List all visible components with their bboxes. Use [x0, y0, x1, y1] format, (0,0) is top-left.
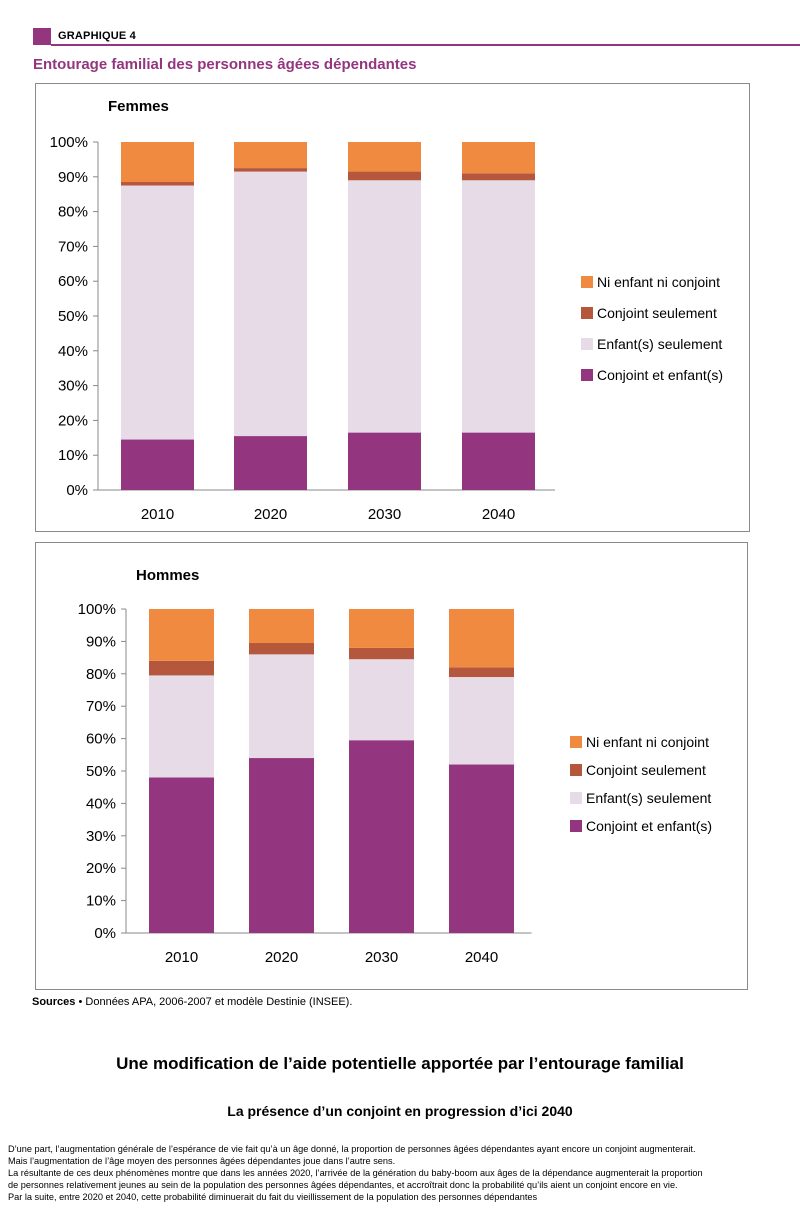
- bar-segment: [149, 660, 214, 676]
- x-tick-label: 2040: [482, 506, 515, 523]
- y-tick-label: 40%: [58, 343, 88, 360]
- y-tick-label: 90%: [58, 169, 88, 186]
- y-tick-label: 50%: [58, 308, 88, 325]
- bar-segment: [234, 142, 307, 169]
- legend-swatch: [581, 369, 593, 381]
- bar-segment: [234, 168, 307, 172]
- legend-swatch: [581, 338, 593, 350]
- legend-label: Enfant(s) seulement: [597, 336, 722, 352]
- bar-segment: [249, 758, 314, 933]
- y-tick-label: 50%: [86, 763, 116, 780]
- header-rule: [51, 44, 800, 46]
- figure-label: GRAPHIQUE 4: [58, 30, 136, 42]
- figure-title: Entourage familial des personnes âgées d…: [33, 56, 417, 73]
- y-tick-label: 90%: [86, 633, 116, 650]
- y-tick-label: 30%: [58, 378, 88, 395]
- note-line: La résultante de ces deux phénomènes mon…: [8, 1168, 703, 1178]
- y-tick-label: 30%: [86, 828, 116, 845]
- y-tick-label: 80%: [58, 204, 88, 221]
- bar-segment: [149, 609, 214, 661]
- y-tick-label: 80%: [86, 666, 116, 683]
- bar-segment: [349, 647, 414, 660]
- bar-segment: [462, 142, 535, 174]
- sources-text: • Données APA, 2006-2007 et modèle Desti…: [78, 996, 353, 1008]
- bar-segment: [121, 142, 194, 183]
- bar-segment: [462, 180, 535, 433]
- legend-label: Conjoint et enfant(s): [586, 818, 712, 834]
- x-tick-label: 2010: [165, 949, 198, 966]
- y-tick-label: 100%: [50, 134, 88, 151]
- bar-segment: [449, 764, 514, 933]
- y-tick-label: 20%: [58, 412, 88, 429]
- x-tick-label: 2020: [254, 506, 287, 523]
- x-tick-label: 2020: [265, 949, 298, 966]
- legend-swatch: [581, 276, 593, 288]
- y-tick-label: 70%: [86, 698, 116, 715]
- note-line: D’une part, l’augmentation générale de l…: [8, 1144, 696, 1154]
- header-accent-block: [33, 28, 51, 45]
- x-tick-label: 2030: [368, 506, 401, 523]
- legend-label: Ni enfant ni conjoint: [586, 734, 709, 750]
- legend-label: Conjoint seulement: [586, 762, 706, 778]
- y-tick-label: 0%: [66, 482, 88, 499]
- bar-segment: [348, 432, 421, 490]
- chart-title: Femmes: [108, 98, 169, 115]
- bar-segment: [449, 667, 514, 678]
- legend-label: Enfant(s) seulement: [586, 790, 711, 806]
- chart-panel-hommes: Hommes 0% 10% 20% 30% 40% 50% 60% 70% 80% 90% 100% 2…: [35, 542, 748, 990]
- bar-segment: [121, 182, 194, 186]
- x-tick-label: 2010: [141, 506, 174, 523]
- bar-segment: [149, 777, 214, 933]
- chart-hommes: Hommes 0% 10% 20% 30% 40% 50% 60% 70% 80% 90% 100% 2…: [78, 567, 712, 966]
- section-heading: Une modification de l’aide potentielle a…: [116, 1054, 684, 1073]
- bar-segment: [234, 436, 307, 490]
- bar-segment: [348, 171, 421, 181]
- bar-segment: [348, 142, 421, 172]
- legend-swatch: [570, 764, 582, 776]
- y-tick-label: 10%: [58, 447, 88, 464]
- bar-segment: [462, 432, 535, 490]
- sources-label: Sources: [32, 996, 76, 1008]
- bar-segment: [234, 171, 307, 437]
- section-subheading: La présence d’un conjoint en progression…: [227, 1103, 573, 1119]
- bar-segment: [249, 609, 314, 644]
- legend-swatch: [570, 792, 582, 804]
- y-tick-label: 0%: [94, 925, 116, 942]
- bar-segment: [121, 185, 194, 440]
- bar-segment: [249, 643, 314, 655]
- notes-paragraph: D’une part, l’augmentation générale de l…: [8, 1143, 798, 1203]
- chart-title: Hommes: [136, 567, 199, 584]
- bar-segment: [349, 659, 414, 741]
- y-tick-label: 10%: [86, 893, 116, 910]
- legend-label: Conjoint seulement: [597, 305, 717, 321]
- bar-segment: [249, 654, 314, 759]
- y-tick-label: 60%: [86, 731, 116, 748]
- chart-femmes: Femmes 0% 10% 20% 30% 40% 50% 60% 70% 80% 90% 100% 2…: [50, 98, 723, 523]
- x-tick-label: 2040: [465, 949, 498, 966]
- bar-segment: [449, 609, 514, 668]
- legend-label: Conjoint et enfant(s): [597, 367, 723, 383]
- y-tick-label: 60%: [58, 273, 88, 290]
- chart-panel-femmes: Femmes 0% 10% 20% 30% 40% 50% 60% 70% 80% 90% 100% 2…: [35, 83, 750, 532]
- y-tick-label: 40%: [86, 795, 116, 812]
- sources-note: Sources • Données APA, 2006-2007 et modè…: [32, 996, 352, 1008]
- bar-segment: [449, 677, 514, 765]
- note-line: de personnes relativement jeunes au sein…: [8, 1180, 678, 1190]
- bar-segment: [349, 609, 414, 648]
- bar-segment: [462, 173, 535, 181]
- legend-swatch: [570, 736, 582, 748]
- y-tick-label: 20%: [86, 860, 116, 877]
- bar-segment: [149, 675, 214, 778]
- legend-label: Ni enfant ni conjoint: [597, 274, 720, 290]
- x-tick-label: 2030: [365, 949, 398, 966]
- note-line: Mais l’augmentation de l’âge moyen des p…: [8, 1156, 396, 1166]
- note-line: Par la suite, entre 2020 et 2040, cette …: [8, 1192, 538, 1202]
- bar-segment: [349, 740, 414, 933]
- y-tick-label: 70%: [58, 238, 88, 255]
- legend-swatch: [570, 820, 582, 832]
- bar-segment: [121, 439, 194, 490]
- bar-segment: [348, 180, 421, 433]
- legend-swatch: [581, 307, 593, 319]
- y-tick-label: 100%: [78, 601, 116, 618]
